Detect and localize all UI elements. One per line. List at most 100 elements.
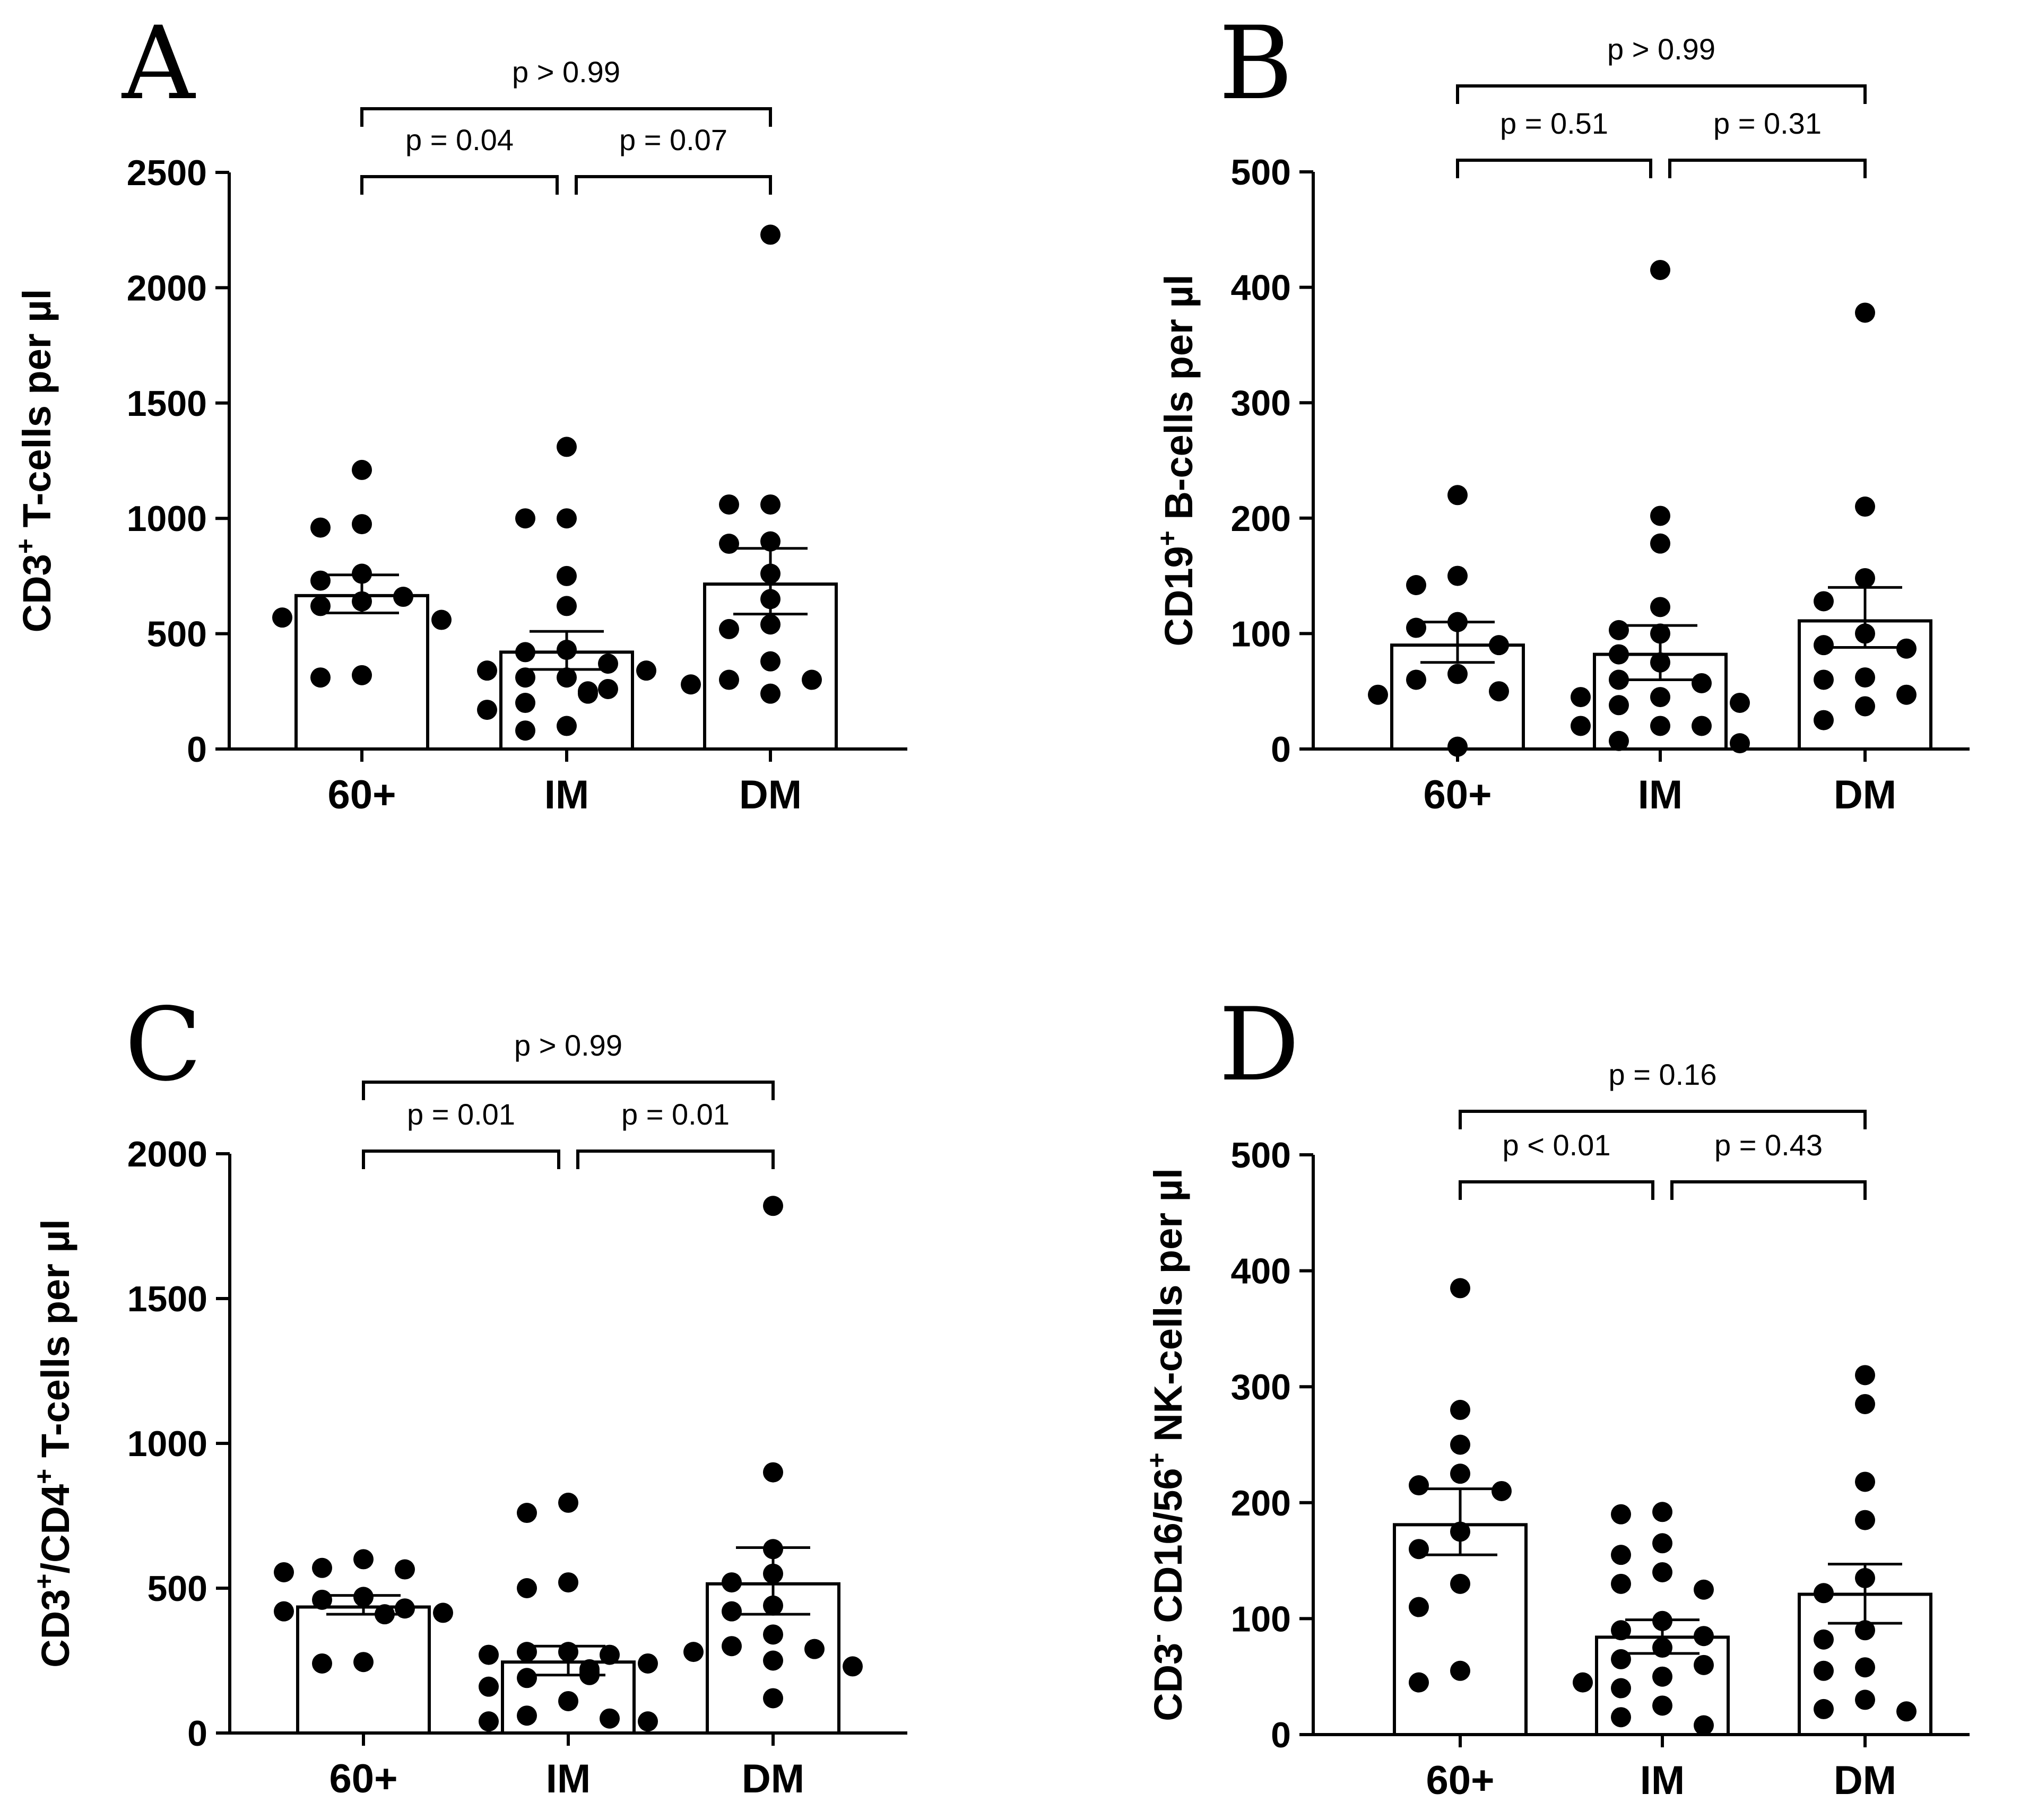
data-point [310, 517, 331, 538]
significance-bracket [1670, 1180, 1867, 1200]
data-point [479, 1644, 499, 1665]
data-point [681, 674, 701, 695]
data-point [1814, 1583, 1834, 1604]
data-point [1650, 506, 1670, 526]
data-point [1814, 591, 1834, 612]
data-point [1652, 1666, 1672, 1687]
y-tick-label: 2000 [127, 1134, 207, 1174]
data-point [1450, 1434, 1470, 1455]
x-category-label: DM [1834, 1758, 1896, 1803]
data-point [763, 1563, 783, 1584]
p-value-label: p > 0.99 [512, 55, 620, 89]
data-point [1406, 669, 1426, 690]
data-point [352, 459, 372, 480]
data-point [1652, 1562, 1672, 1582]
significance-bracket [575, 175, 772, 195]
y-tick-label: 500 [1231, 152, 1291, 193]
panel-a: A 0 500 1000 1500 2000 2500 CD3+ T-cells per µ… [0, 0, 1014, 910]
data-point [274, 1601, 294, 1622]
y-axis-label-part: CD3 [33, 1589, 77, 1668]
data-point [1611, 1649, 1631, 1669]
p-value-label: p < 0.01 [1503, 1128, 1611, 1162]
y-tick-label: 2500 [127, 153, 207, 193]
y-axis-label-part: /CD4 [33, 1484, 77, 1574]
data-point [763, 1688, 783, 1709]
data-point [719, 619, 739, 639]
y-axis-label-superscript: - [1142, 1634, 1172, 1643]
significance-bracket [1459, 1180, 1654, 1200]
data-point [312, 1589, 332, 1610]
data-point [352, 665, 372, 685]
data-point [558, 1642, 578, 1662]
data-point [1652, 1533, 1672, 1554]
data-point [1814, 1629, 1834, 1650]
data-point [557, 596, 577, 616]
data-point [274, 1562, 294, 1582]
data-point [1855, 623, 1875, 644]
panel-c: C 0 500 1000 1500 2000 CD3+/CD4+ T-cells per … [0, 910, 1014, 1819]
chart-marks: 0 500 1000 1500 2000 2500 CD3+ T-cells per µl 6… [11, 55, 907, 817]
data-point [1694, 1626, 1714, 1647]
data-point [1855, 302, 1875, 323]
data-point [1492, 1481, 1512, 1501]
data-point [1896, 1701, 1917, 1722]
y-tick-label: 0 [187, 1713, 207, 1754]
p-value-label: p > 0.99 [514, 1029, 622, 1062]
x-category-label: 60+ [330, 1756, 398, 1801]
data-point [1611, 1678, 1631, 1699]
data-point [1609, 644, 1629, 665]
y-tick-label: 0 [1271, 1715, 1291, 1755]
data-point [1652, 1502, 1672, 1522]
data-point [1814, 710, 1834, 730]
data-point [557, 508, 577, 529]
significance-bracket [1456, 84, 1867, 104]
data-point [600, 1644, 620, 1665]
y-tick-label: 1500 [127, 384, 207, 424]
significance-bracket [1456, 159, 1652, 178]
data-point [1571, 687, 1591, 708]
y-axis-label-part: T-cells per µl [33, 1219, 77, 1468]
data-point [1489, 681, 1509, 702]
y-axis-label: CD3+ T-cells per µl [11, 289, 59, 633]
data-point [1409, 1539, 1429, 1560]
data-point [600, 1708, 620, 1729]
data-point [1814, 1660, 1834, 1681]
data-point [1855, 1690, 1875, 1710]
data-point [719, 494, 739, 515]
data-point [433, 1603, 453, 1623]
data-point [393, 587, 413, 607]
data-point [763, 1650, 783, 1671]
data-point [1814, 635, 1834, 656]
y-axis-label: CD19+ B-cells per µl [1152, 274, 1201, 646]
data-point [352, 591, 372, 612]
chart-d: D 0 100 200 300 400 500 CD3- CD16/56+ NK-cells… [1142, 986, 1970, 1803]
data-point [477, 660, 497, 681]
x-category-label: IM [544, 772, 589, 817]
y-axis-label-superscript: + [29, 1573, 59, 1589]
significance-bracket [362, 1081, 775, 1100]
data-point [1450, 1521, 1470, 1542]
data-point [1489, 635, 1509, 656]
data-point [1611, 1620, 1631, 1641]
panel-b: B 0 100 200 300 400 500 CD19+ B-cells per µl 60… [1014, 0, 2029, 910]
data-point [479, 1711, 499, 1732]
y-tick-label: 400 [1231, 1251, 1291, 1292]
data-point [760, 531, 781, 552]
data-point [1447, 565, 1468, 586]
data-point [1611, 1573, 1631, 1594]
data-point [1450, 1464, 1470, 1484]
data-point [1855, 497, 1875, 517]
y-tick-label: 200 [1231, 1483, 1291, 1523]
y-axis-label-superscript: + [29, 1469, 59, 1484]
data-point [1730, 692, 1750, 713]
data-point [1855, 1471, 1875, 1492]
data-point [760, 651, 781, 672]
data-point [1692, 673, 1712, 693]
data-point [1409, 1672, 1429, 1693]
x-category-label: 60+ [328, 772, 396, 817]
data-point [1650, 652, 1670, 673]
y-tick-label: 300 [1231, 383, 1291, 423]
p-value-label: p > 0.99 [1607, 32, 1715, 66]
panel-letter: D [1219, 986, 1299, 1103]
data-point [517, 1705, 537, 1726]
